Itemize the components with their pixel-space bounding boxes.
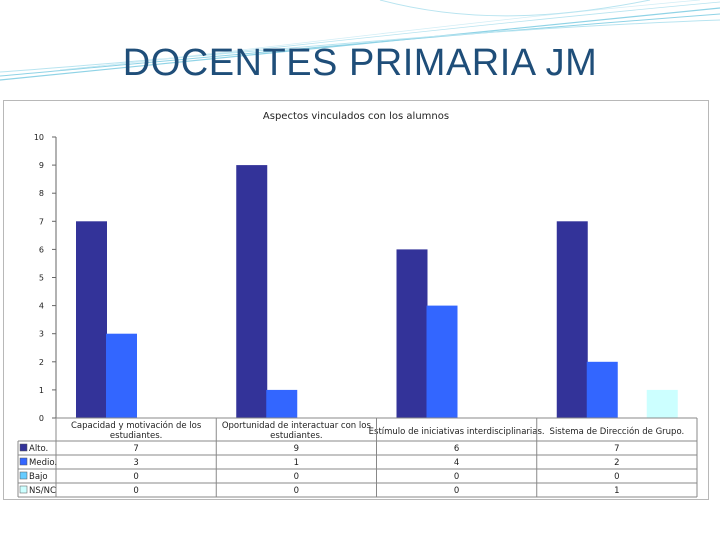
bar-alto-2 [236, 165, 268, 418]
data-cell: 0 [614, 472, 619, 482]
bar-chart: Aspectos vinculados con los alumnos 0 1 2 3 4… [17, 111, 698, 498]
series-name: Medio. [29, 458, 57, 468]
data-cell: 1 [614, 486, 619, 496]
legend-key [19, 471, 28, 480]
bar-nsnc-4 [646, 389, 678, 418]
legend-key [19, 443, 28, 452]
data-cell: 4 [454, 458, 459, 468]
data-cell: 0 [294, 472, 299, 482]
data-cell: 1 [294, 458, 299, 468]
y-tick-label: 0 [39, 414, 44, 423]
category-label: Sistema de Dirección de Grupo. [550, 426, 685, 437]
y-tick-label: 4 [39, 302, 44, 311]
bar-medio-1 [106, 333, 137, 418]
y-tick-label: 10 [34, 133, 44, 142]
y-tick-label: 5 [39, 274, 44, 283]
chart-container: Aspectos vinculados con los alumnos 0 1 2 3 4… [3, 100, 709, 500]
y-tick-label: 3 [39, 330, 44, 339]
category-label: Estímulo de iniciativas interdisciplinar… [369, 427, 545, 437]
category-label: Oportunidad de interactuar con los [222, 421, 372, 431]
bar-alto-4 [556, 221, 588, 418]
data-cell: 0 [454, 472, 459, 482]
bar-alto-3 [396, 249, 428, 418]
data-cell: 0 [454, 486, 459, 496]
category-label: estudiantes. [270, 431, 322, 441]
bar-medio-3 [426, 305, 458, 418]
y-tick-label: 2 [39, 358, 44, 367]
data-cell: 0 [133, 486, 138, 496]
y-tick-label: 9 [39, 161, 44, 170]
series-name: Alto. [29, 444, 48, 454]
decorative-swoosh [0, 0, 720, 81]
bar-medio-2 [266, 389, 298, 418]
data-cell: 7 [614, 444, 619, 454]
series-name: NS/NC [29, 486, 56, 496]
chart-title: Aspectos vinculados con los alumnos [263, 111, 449, 122]
category-label: estudiantes. [110, 431, 162, 441]
y-tick-label: 8 [39, 189, 44, 198]
data-cell: 7 [133, 444, 138, 454]
y-tick-label: 7 [39, 217, 44, 226]
series-name: Bajo [29, 472, 48, 482]
data-cell: 0 [294, 486, 299, 496]
slide-title: DOCENTES PRIMARIA JM [122, 42, 598, 84]
legend-key [19, 457, 28, 466]
legend-key [19, 485, 28, 494]
data-cell: 2 [614, 458, 619, 468]
y-tick-label: 1 [39, 386, 44, 395]
data-cell: 0 [133, 472, 138, 482]
category-label: Capacidad y motivación de los [71, 420, 202, 431]
y-tick-label: 6 [39, 245, 44, 254]
bar-alto-1 [76, 221, 107, 418]
data-cell: 3 [133, 458, 138, 468]
data-cell: 6 [454, 444, 459, 454]
data-cell: 9 [294, 444, 299, 454]
bar-medio-4 [586, 361, 618, 418]
